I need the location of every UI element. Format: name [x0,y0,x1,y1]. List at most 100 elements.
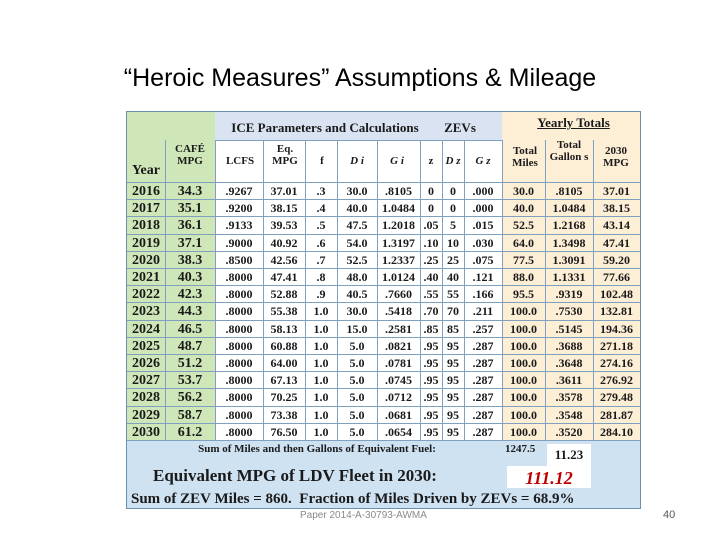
cell-dz: 55 [447,288,459,302]
cell-total-gallons: .8105 [555,185,583,198]
grid-hline [127,388,640,390]
cell-f: 1.0 [313,339,329,353]
cell-total-gallons: 1.2168 [552,219,586,233]
grid-vline [420,140,421,441]
cell-f: .4 [316,202,326,216]
cell-dz: 0 [450,185,456,198]
equiv-mpg-value: 111.12 [507,466,591,488]
cell-gz: .000 [472,202,494,216]
cell-mpg-2030: 276.92 [600,374,633,388]
cell-lcfs: .8000 [225,425,253,439]
cell-cafe-mpg: 61.2 [177,425,203,440]
grid-hline [127,233,640,235]
cell-dz: 85 [447,322,459,336]
cell-eq-mpg: 55.38 [270,305,298,319]
cell-total-miles: 100.0 [510,408,537,422]
cell-total-miles: 30.0 [513,185,534,198]
cell-mpg-2030: 132.81 [600,305,633,319]
cell-gi: .0781 [385,357,412,370]
cell-z: .55 [423,288,439,302]
header-total-gallons: Total Gallon s [549,139,589,163]
group-totals-header: Yearly Totals [537,115,610,130]
cell-lcfs: .8000 [225,305,253,319]
equiv-mpg-label: Equivalent MPG of LDV Fleet in 2030: [153,466,437,485]
grid-vline [593,140,594,441]
cell-mpg-2030: 38.15 [603,202,630,216]
cell-gz: .075 [472,253,494,267]
cell-gz: .287 [472,339,494,353]
header-cafe-mpg: CAFÉ MPG [175,143,205,167]
grid-hline [127,285,640,287]
cell-total-gallons: .3520 [555,425,583,439]
grid-vline [545,140,546,441]
cell-z: .95 [423,408,439,422]
grid-hline [127,302,640,304]
cell-gi: .2581 [385,322,412,336]
cell-f: .5 [316,219,326,233]
cell-year: 2027 [132,374,160,389]
grid-vline [165,140,166,441]
cell-z: .05 [423,219,439,233]
cell-total-miles: 100.0 [510,322,537,336]
cell-year: 2029 [132,408,160,423]
cell-dz: 40 [447,271,459,284]
cell-gz: .030 [472,236,494,250]
zev-miles-value: 860. [265,491,292,507]
sum-label: Sum of Miles and then Gallons of Equival… [198,443,436,455]
header-dz: D z [445,155,461,167]
grid-hline [127,422,640,424]
cell-year: 2026 [132,357,160,371]
cell-gz: .000 [472,185,494,198]
cell-z: .95 [423,425,439,439]
cell-total-gallons: .3578 [555,391,583,405]
sum-miles: 1247.5 [505,443,536,455]
cell-cafe-mpg: 40.3 [177,271,203,285]
cell-gz: .287 [472,357,494,370]
cell-eq-mpg: 73.38 [270,408,298,422]
cell-total-miles: 52.5 [513,219,534,233]
cell-z: .95 [423,391,439,405]
cell-gz: .287 [472,374,494,388]
cell-di: 30.0 [346,305,368,319]
cell-di: 5.0 [349,408,365,422]
grid-vline [442,140,443,441]
cell-year: 2020 [132,253,160,268]
cell-total-gallons: .3548 [555,408,583,422]
cell-total-miles: 88.0 [513,271,534,284]
cell-total-miles: 40.0 [513,202,534,216]
cell-total-miles: 100.0 [510,305,537,319]
cell-z: .70 [423,305,439,319]
zev-summary-line: Sum of ZEV Miles = 860. Fraction of Mile… [131,491,574,508]
cell-mpg-2030: 77.66 [603,271,630,284]
cell-total-gallons: 1.3091 [552,253,586,267]
cell-total-miles: 64.0 [513,236,534,250]
cell-di: 5.0 [349,357,365,370]
cell-di: 5.0 [349,391,365,405]
cell-lcfs: .8000 [225,288,253,302]
grid-hline [127,199,640,201]
grid-hline [127,319,640,321]
cell-z: .40 [423,271,439,284]
cell-total-gallons: 1.3498 [552,236,586,250]
grid-hline [127,440,640,441]
grid-hline [127,216,640,218]
cell-mpg-2030: 194.36 [600,322,633,336]
grid-vline [377,140,378,441]
cell-eq-mpg: 40.92 [270,236,298,250]
cell-gz: .287 [472,425,494,439]
cell-di: 52.5 [346,253,368,267]
cell-di: 48.0 [346,271,368,284]
cell-eq-mpg: 64.00 [270,357,298,370]
cell-dz: 95 [447,391,459,405]
totals-column-bg [502,112,640,441]
grid-vline [263,140,264,441]
cell-cafe-mpg: 56.2 [177,391,203,406]
header-year: Year [132,163,160,178]
header-lcfs: LCFS [225,155,255,167]
cell-di: 15.0 [346,322,368,336]
cell-lcfs: .8000 [225,271,253,284]
grid-vline [502,140,503,441]
cell-f: .9 [316,288,326,302]
cell-year: 2021 [132,271,160,285]
cell-gi: .0745 [385,374,412,388]
